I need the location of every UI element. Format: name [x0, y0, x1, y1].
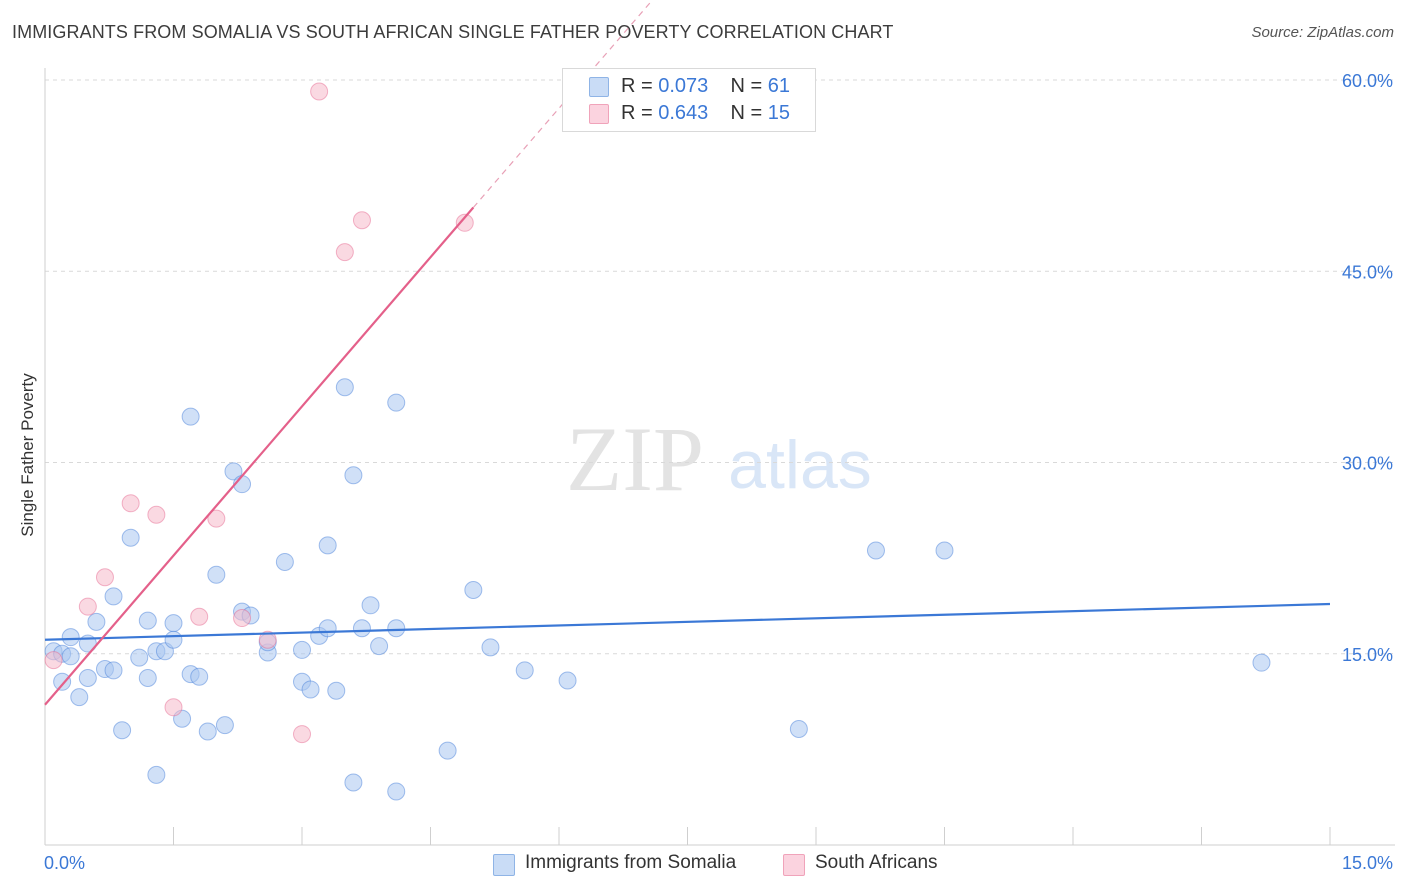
legend-label-south-africans: South Africans: [815, 852, 938, 873]
point-somalia: [301, 680, 320, 699]
legend-r-value: 0.643: [658, 102, 709, 124]
legend-swatch-south-africans: [589, 104, 609, 124]
point-somalia: [327, 681, 346, 700]
legend-swatch-somalia: [493, 854, 515, 876]
point-somalia: [344, 773, 363, 792]
point-south-africans: [147, 505, 166, 524]
point-somalia: [344, 466, 363, 485]
point-south-africans: [258, 630, 277, 649]
trend-line-south-africans: [44, 206, 475, 706]
point-somalia: [1252, 653, 1271, 672]
point-somalia: [464, 581, 483, 599]
point-somalia: [53, 672, 72, 691]
point-somalia: [293, 640, 311, 659]
point-somalia: [558, 671, 577, 690]
point-somalia: [789, 719, 808, 738]
point-somalia: [61, 647, 80, 666]
legend-r-label: R =: [621, 102, 659, 124]
point-somalia: [181, 407, 200, 426]
point-somalia: [104, 661, 123, 680]
point-somalia: [935, 541, 954, 560]
chart-title: IMMIGRANTS FROM SOMALIA VS SOUTH AFRICAN…: [12, 22, 894, 42]
point-south-africans: [44, 651, 63, 670]
point-somalia: [121, 528, 140, 547]
point-somalia: [352, 619, 371, 638]
gridlines: [45, 79, 1395, 655]
point-somalia: [190, 667, 209, 686]
tick-labels: 15.0% 30.0% 45.0% 60.0% 0.0% 15.0%: [44, 71, 1393, 873]
y-axis-label: Single Father Poverty: [18, 373, 37, 537]
point-south-africans: [207, 509, 226, 528]
point-somalia: [113, 721, 132, 740]
legend-r-value: 0.073: [658, 75, 709, 97]
watermark-atlas: atlas: [728, 427, 872, 503]
axes: [44, 68, 1395, 846]
y-tick-label: 45.0%: [1342, 262, 1393, 282]
point-somalia: [164, 614, 183, 633]
point-south-africans: [310, 82, 329, 101]
point-somalia: [387, 393, 406, 412]
point-south-africans: [78, 597, 97, 616]
point-south-africans: [190, 607, 209, 626]
point-somalia: [866, 541, 885, 560]
y-tick-label: 60.0%: [1342, 71, 1393, 91]
point-somalia: [78, 668, 97, 687]
point-south-africans: [95, 568, 114, 587]
source-label: Source: ZipAtlas.com: [1251, 24, 1394, 41]
point-somalia: [335, 378, 354, 397]
x-tick-label: 0.0%: [44, 853, 85, 873]
point-somalia: [215, 716, 234, 735]
point-somalia: [61, 628, 80, 647]
point-somalia: [515, 661, 534, 680]
legend-label-somalia: Immigrants from Somalia: [525, 852, 737, 873]
legend-n-label: N =: [730, 75, 768, 97]
point-somalia: [318, 619, 337, 638]
legend-r-label: R =: [621, 75, 659, 97]
point-south-africans: [352, 211, 371, 230]
correlation-legend: R = 0.073 N = 61 R = 0.643 N = 15: [562, 68, 816, 132]
point-somalia: [387, 619, 406, 638]
y-tick-label: 30.0%: [1342, 454, 1393, 474]
point-somalia: [481, 638, 500, 657]
x-tick-label: 15.0%: [1342, 853, 1393, 873]
point-south-africans: [293, 725, 311, 744]
legend-n-label: N =: [730, 102, 768, 124]
legend-n-value: 15: [767, 102, 791, 124]
point-somalia: [147, 765, 166, 784]
point-somalia: [138, 611, 157, 630]
point-somalia: [164, 630, 183, 649]
legend-n-value: 61: [767, 75, 791, 97]
point-somalia: [438, 741, 457, 760]
point-south-africans: [121, 494, 140, 513]
point-somalia: [207, 565, 226, 584]
point-somalia: [318, 536, 337, 555]
point-somalia: [275, 552, 294, 571]
point-somalia: [87, 612, 106, 631]
point-somalia: [130, 648, 149, 667]
point-south-africans: [335, 243, 354, 262]
point-somalia: [361, 596, 380, 615]
point-south-africans: [455, 213, 474, 232]
watermark-zip: ZIP: [566, 408, 704, 510]
legend-swatch-somalia: [589, 77, 609, 97]
trend-line-somalia: [44, 602, 1331, 641]
point-somalia: [224, 462, 243, 481]
legend-swatch-south-africans: [783, 854, 805, 876]
y-tick-label: 15.0%: [1342, 645, 1393, 665]
trend-lines: [44, 0, 1331, 706]
point-south-africans: [164, 698, 183, 717]
point-somalia: [70, 688, 89, 707]
point-somalia: [104, 587, 123, 606]
point-somalia: [138, 668, 157, 687]
point-somalia: [387, 782, 406, 801]
point-south-africans: [233, 609, 252, 628]
point-somalia: [198, 722, 217, 741]
point-somalia: [370, 637, 389, 656]
